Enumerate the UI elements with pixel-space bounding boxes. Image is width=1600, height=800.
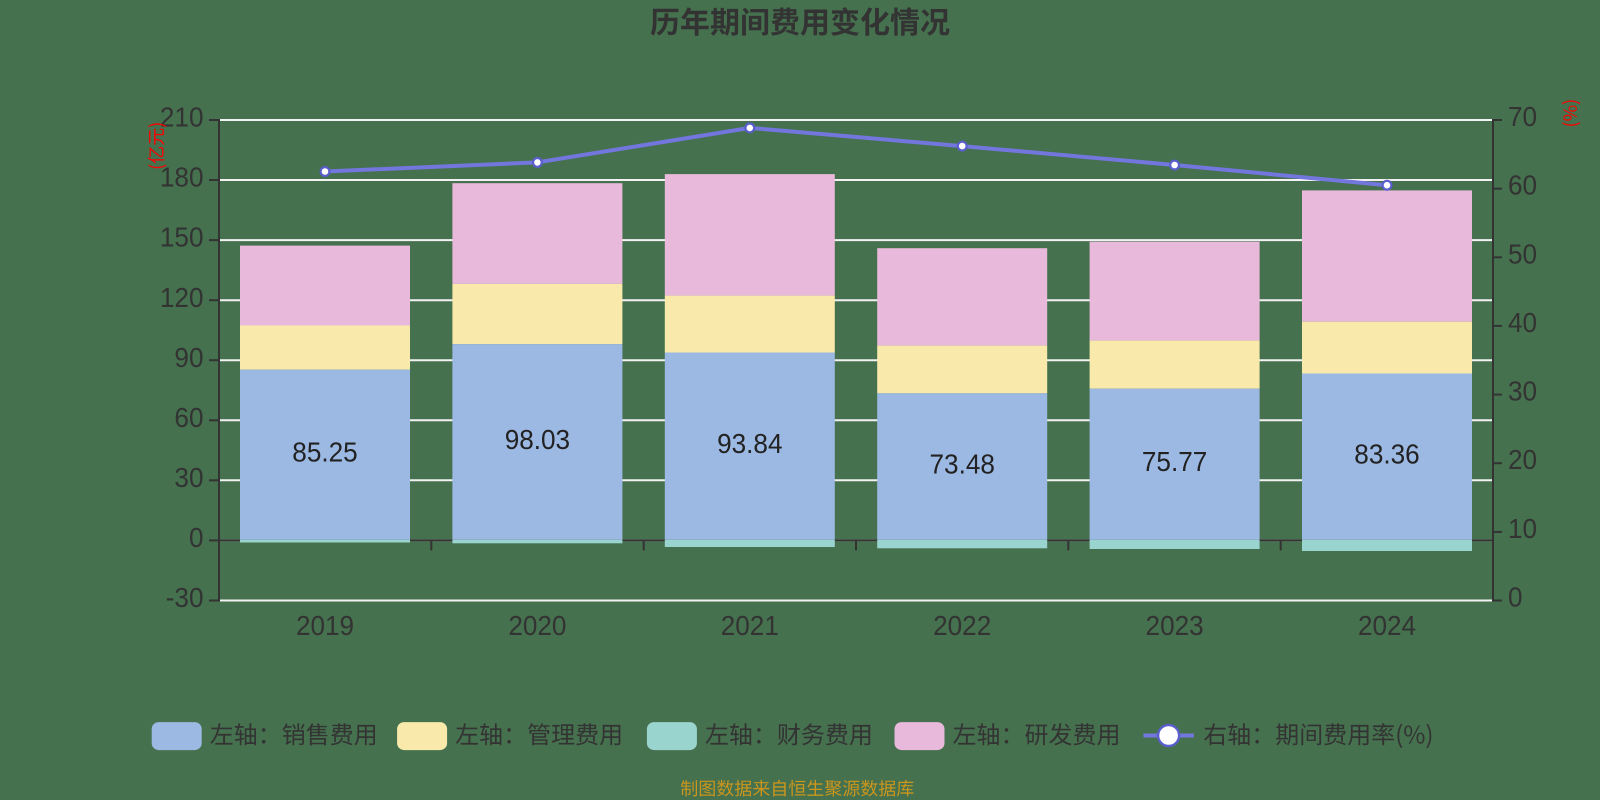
svg-text:30: 30 xyxy=(1508,376,1537,407)
svg-text:10: 10 xyxy=(1508,513,1537,544)
svg-text:2022: 2022 xyxy=(933,610,991,641)
svg-text:70: 70 xyxy=(1508,101,1537,132)
svg-text:120: 120 xyxy=(160,282,204,313)
svg-text:30: 30 xyxy=(174,462,203,493)
svg-text:0: 0 xyxy=(1508,582,1523,613)
svg-text:60: 60 xyxy=(174,402,203,433)
svg-text:83.36: 83.36 xyxy=(1354,439,1419,470)
svg-text:150: 150 xyxy=(160,222,204,253)
svg-text:-30: -30 xyxy=(166,582,204,613)
svg-text:2021: 2021 xyxy=(721,610,779,641)
svg-text:85.25: 85.25 xyxy=(292,437,357,468)
svg-text:75.77: 75.77 xyxy=(1142,446,1207,477)
svg-text:73.48: 73.48 xyxy=(930,449,995,480)
svg-text:2024: 2024 xyxy=(1358,610,1416,641)
svg-text:40: 40 xyxy=(1508,307,1537,338)
svg-text:180: 180 xyxy=(160,162,204,193)
svg-text:50: 50 xyxy=(1508,238,1537,269)
svg-text:93.84: 93.84 xyxy=(717,428,782,459)
svg-text:2020: 2020 xyxy=(508,610,566,641)
svg-text:20: 20 xyxy=(1508,444,1537,475)
svg-text:60: 60 xyxy=(1508,170,1537,201)
svg-text:0: 0 xyxy=(189,522,204,553)
svg-text:98.03: 98.03 xyxy=(505,424,570,455)
svg-text:2019: 2019 xyxy=(296,610,354,641)
svg-text:2023: 2023 xyxy=(1146,610,1204,641)
svg-text:210: 210 xyxy=(160,102,204,133)
svg-text:90: 90 xyxy=(174,342,203,373)
